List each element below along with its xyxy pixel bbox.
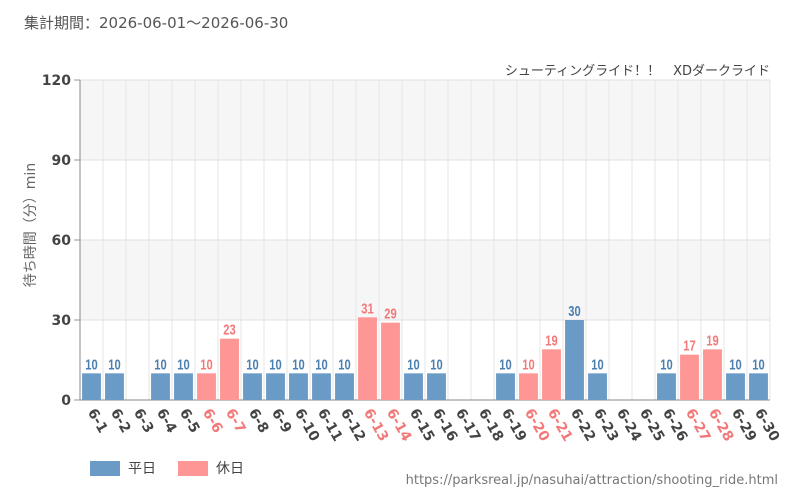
- data-label: 10: [729, 356, 741, 373]
- data-label: 10: [430, 356, 442, 373]
- chart-subtitle: シューティングライド！！ XDダークライド: [504, 64, 770, 79]
- data-label: 19: [545, 332, 557, 349]
- x-tick-label: 6-9: [268, 406, 295, 436]
- data-label: 19: [706, 332, 718, 349]
- data-label: 29: [384, 305, 396, 322]
- x-tick-label: 6-2: [107, 406, 134, 436]
- legend: 平日 休日: [90, 458, 244, 478]
- bar: [588, 373, 607, 400]
- data-label: 23: [223, 321, 235, 338]
- data-label: 10: [591, 356, 603, 373]
- data-label: 10: [752, 356, 764, 373]
- x-tick-label: 6-3: [130, 406, 157, 436]
- bar: [82, 373, 101, 400]
- bar: [519, 373, 538, 400]
- data-label: 10: [660, 356, 672, 373]
- legend-swatch-weekday: [90, 460, 120, 476]
- data-label: 10: [407, 356, 419, 373]
- y-tick-label: 30: [52, 313, 72, 329]
- y-tick-label: 60: [52, 233, 72, 249]
- bar: [657, 373, 676, 400]
- data-label: 10: [154, 356, 166, 373]
- data-label: 10: [177, 356, 189, 373]
- bar: [703, 349, 722, 400]
- x-tick-label: 6-7: [222, 406, 249, 436]
- data-label: 10: [269, 356, 281, 373]
- bar: [105, 373, 124, 400]
- bar: [266, 373, 285, 400]
- bar: [220, 338, 239, 400]
- bar: [404, 373, 423, 400]
- period-label: 集計期間：2026-06-01～2026-06-30: [24, 14, 289, 32]
- data-label: 10: [292, 356, 304, 373]
- bar: [174, 373, 193, 400]
- data-label: 10: [522, 356, 534, 373]
- data-label: 10: [108, 356, 120, 373]
- legend-item-weekday[interactable]: 平日: [90, 458, 156, 478]
- data-label: 10: [246, 356, 258, 373]
- bar: [197, 373, 216, 400]
- bar: [496, 373, 515, 400]
- data-label: 17: [683, 337, 695, 354]
- x-tick-label: 6-30: [751, 406, 783, 445]
- y-tick-label: 120: [42, 73, 71, 89]
- y-tick-label: 0: [61, 393, 71, 409]
- data-label: 10: [85, 356, 97, 373]
- y-tick-label: 90: [52, 153, 72, 169]
- x-tick-label: 6-6: [199, 406, 226, 436]
- bar: [542, 349, 561, 400]
- bar: [151, 373, 170, 400]
- data-label: 30: [568, 303, 580, 320]
- bar: [726, 373, 745, 400]
- legend-label-holiday: 休日: [216, 461, 244, 477]
- bar: [243, 373, 262, 400]
- bar: [381, 322, 400, 400]
- source-url[interactable]: https://parksreal.jp/nasuhai/attraction/…: [405, 473, 778, 488]
- x-tick-label: 6-5: [176, 406, 203, 436]
- x-tick-label: 6-4: [153, 406, 180, 436]
- data-label: 10: [338, 356, 350, 373]
- bar: [289, 373, 308, 400]
- data-label: 10: [200, 356, 212, 373]
- bar: [358, 317, 377, 400]
- bar: [312, 373, 331, 400]
- x-tick-label: 6-1: [84, 406, 111, 436]
- data-label: 10: [499, 356, 511, 373]
- bar: [749, 373, 768, 400]
- data-label: 31: [361, 300, 373, 317]
- bar: [680, 354, 699, 400]
- bar: [565, 320, 584, 400]
- legend-swatch-holiday: [178, 460, 208, 476]
- legend-label-weekday: 平日: [128, 461, 156, 477]
- bar: [427, 373, 446, 400]
- bar: [335, 373, 354, 400]
- legend-item-holiday[interactable]: 休日: [178, 458, 244, 478]
- x-tick-label: 6-8: [245, 406, 272, 436]
- data-label: 10: [315, 356, 327, 373]
